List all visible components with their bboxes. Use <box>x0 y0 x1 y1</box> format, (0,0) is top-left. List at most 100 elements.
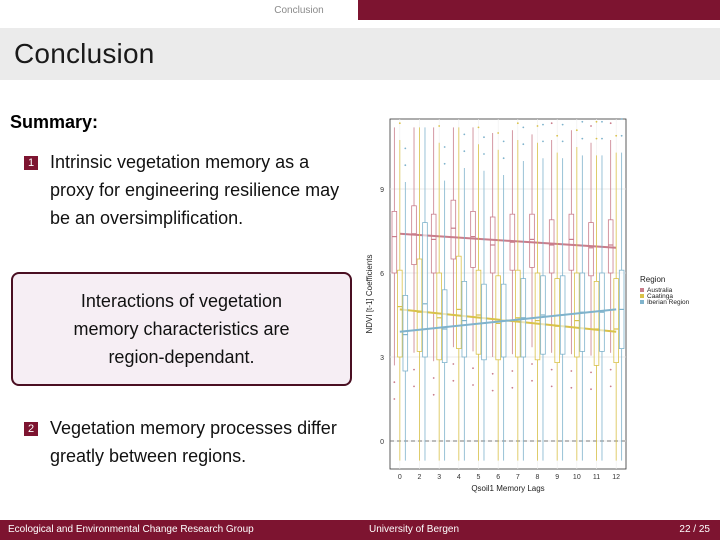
outlier-point <box>620 134 623 137</box>
outlier-point <box>609 385 612 388</box>
box <box>574 272 580 358</box>
x-tick-label: 0 <box>398 474 402 481</box>
footer-bar: Ecological and Environmental Change Rese… <box>0 520 720 540</box>
x-axis-title: Qsoil1 Memory Lags <box>471 484 544 493</box>
outlier-point <box>502 140 505 143</box>
x-tick-label: 7 <box>516 474 520 481</box>
box <box>436 272 442 361</box>
box <box>450 199 457 260</box>
x-tick-label: 9 <box>555 474 559 481</box>
y-tick-label: 6 <box>380 271 384 278</box>
outlier-point <box>511 386 514 389</box>
y-tick-label: 0 <box>380 439 384 446</box>
outlier-point <box>522 126 525 129</box>
box <box>430 213 437 274</box>
outlier-point <box>590 388 592 391</box>
outlier-point <box>477 126 480 129</box>
summary-heading: Summary: <box>10 112 98 133</box>
nav-spacer <box>0 0 240 20</box>
outlier-point <box>570 386 573 389</box>
box <box>613 278 619 364</box>
box <box>548 219 555 274</box>
outlier-point <box>570 370 573 372</box>
legend-entry: Iberian Region <box>647 299 690 306</box>
box <box>593 280 600 366</box>
list-item: 2 Vegetation memory processes differ gre… <box>24 414 344 470</box>
outlier-point <box>472 384 474 386</box>
callout-text: Interactions of vegetation memory charac… <box>73 291 290 367</box>
outlier-point <box>398 122 401 125</box>
outlier-point <box>404 164 407 167</box>
nav-section-conclusion[interactable]: Conclusion <box>240 0 358 20</box>
outlier-point <box>609 368 612 371</box>
outlier-point <box>432 377 435 379</box>
summary-colon: : <box>92 112 99 132</box>
legend-title: Region <box>640 275 665 284</box>
outlier-point <box>595 120 598 123</box>
nav-bar-fill <box>358 0 720 20</box>
box <box>568 213 575 271</box>
x-tick-label: 8 <box>536 474 540 481</box>
outlier-point <box>620 118 623 120</box>
item-text: Intrinsic vegetation memory as a proxy f… <box>50 152 340 228</box>
outlier-point <box>502 157 505 160</box>
box <box>397 269 403 358</box>
outlier-point <box>393 381 396 384</box>
chart-svg: 0 3 6 9 0 2 3 4 5 6 7 8 9 10 11 12 Qsoil1 Memory Lags NDV… <box>365 118 690 493</box>
box <box>495 275 501 361</box>
outlier-point <box>590 371 592 374</box>
outlier-point <box>561 123 564 126</box>
x-tick-label: 12 <box>612 474 620 481</box>
outlier-point <box>556 134 559 137</box>
outlier-point <box>511 370 514 372</box>
box <box>475 269 482 355</box>
item-text: Vegetation memory processes differ great… <box>50 418 337 466</box>
x-tick-label: 4 <box>457 474 461 481</box>
box <box>416 258 423 352</box>
legend-entry: Australia <box>647 287 673 294</box>
outlier-point <box>575 129 578 132</box>
box <box>402 294 409 372</box>
outlier-point <box>483 136 485 139</box>
outlier-point <box>615 134 618 137</box>
outlier-point <box>438 125 441 127</box>
legend-swatch <box>640 294 644 298</box>
outlier-point <box>550 385 553 388</box>
outlier-point <box>609 122 612 125</box>
outlier-point <box>531 379 533 382</box>
outlier-point <box>536 125 539 127</box>
frame-title-bar: Conclusion <box>0 28 720 80</box>
legend-entry: Caatinga <box>647 293 673 300</box>
outlier-point <box>443 146 446 148</box>
y-tick-label: 9 <box>380 187 384 194</box>
box <box>422 222 428 358</box>
outlier-point <box>561 140 564 143</box>
outlier-point <box>497 132 500 134</box>
outlier-point <box>452 363 455 365</box>
outlier-point <box>550 122 553 125</box>
list-item: 1 Intrinsic vegetation memory as a proxy… <box>24 148 344 232</box>
item-number-badge: 1 <box>24 156 38 170</box>
outlier-point <box>581 120 584 123</box>
box <box>456 255 462 349</box>
footer-page-number: 22 / 25 <box>679 524 710 535</box>
outlier-point <box>542 140 544 143</box>
outlier-point <box>463 150 466 153</box>
summary-heading-text: Summary <box>10 112 93 132</box>
box <box>515 269 521 358</box>
footer-group: Ecological and Environmental Change Rese… <box>8 524 254 535</box>
outlier-point <box>601 120 603 123</box>
outlier-point <box>491 389 494 392</box>
outlier-point <box>452 379 455 382</box>
outlier-point <box>590 125 592 127</box>
plot-panel <box>389 118 627 470</box>
outlier-point <box>601 137 603 140</box>
x-tick-label: 10 <box>573 474 581 481</box>
footer-institution: University of Bergen <box>369 524 460 535</box>
box <box>391 211 398 274</box>
outlier-point <box>472 367 474 370</box>
outlier-point <box>595 137 598 140</box>
outlier-point <box>404 147 407 150</box>
outlier-point <box>581 137 584 140</box>
outlier-point <box>443 162 446 165</box>
